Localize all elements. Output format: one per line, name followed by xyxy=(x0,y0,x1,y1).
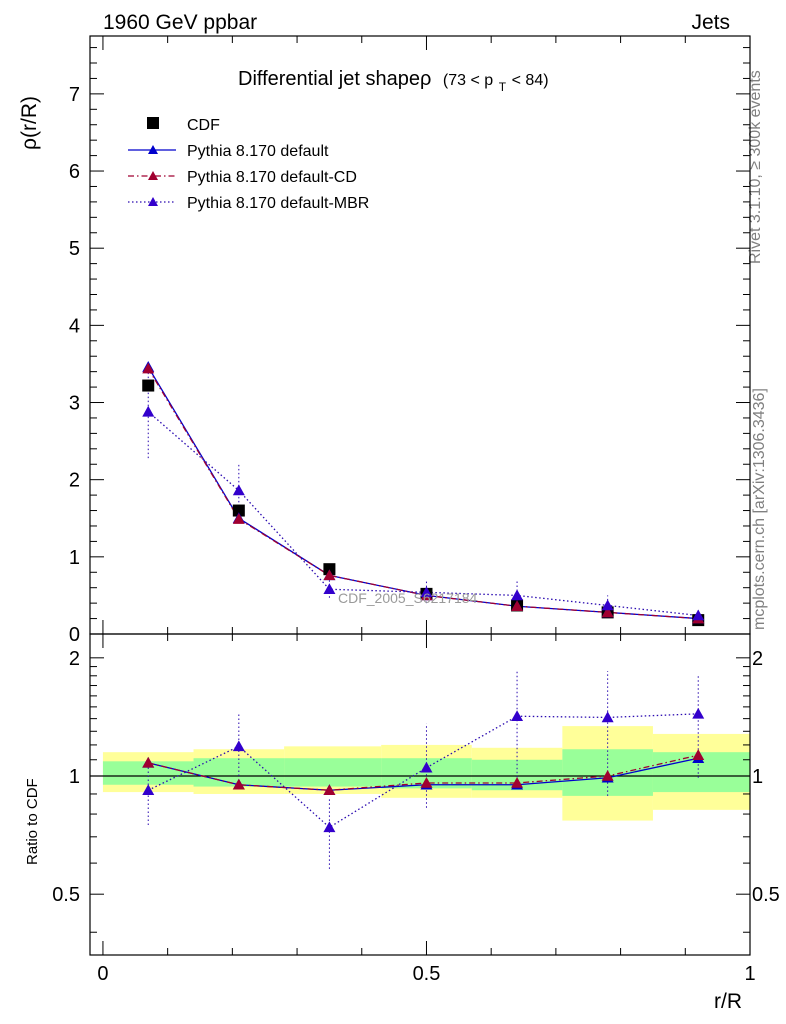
main-series-point xyxy=(142,362,155,374)
main-series-line xyxy=(147,368,699,620)
main-axis-ticks: 0 1 2 3 4 5 6 7 xyxy=(69,36,751,646)
main-y-tick-label: 3 xyxy=(69,393,80,415)
ratio-series-point xyxy=(511,776,524,788)
ratio-series-point xyxy=(692,749,705,760)
main-series-point xyxy=(323,583,336,595)
main-series-point xyxy=(142,405,155,417)
main-y-tick-label: 7 xyxy=(69,84,80,106)
ratio-y-axis-label: Ratio to CDF xyxy=(24,778,41,865)
ratio-panel-frame xyxy=(89,633,751,956)
ratio-series-point xyxy=(511,710,524,722)
rivet-version-label: Rivet 3.1.10, ≥ 300k events xyxy=(747,70,764,264)
process-label: Jets xyxy=(691,11,730,34)
main-y-tick-label: 0 xyxy=(69,624,80,646)
cdf-data-point xyxy=(323,563,336,576)
legend-label-default: Pythia 8.170 default xyxy=(187,143,329,160)
main-y-axis-label: ρ(r/R) xyxy=(18,96,41,150)
ratio-series-point xyxy=(420,761,433,773)
x-axis-label: r/R xyxy=(714,990,742,1013)
chart-title-main: Differential jet shapeρ xyxy=(238,68,431,90)
main-series-line xyxy=(147,366,699,620)
legend-label-cdf: CDF xyxy=(187,117,220,134)
main-panel: 0 1 2 3 4 5 6 7 Differential jet shapeρ (73 < p… xyxy=(18,35,751,646)
ratio-series-point xyxy=(692,707,705,719)
legend-label-cd: Pythia 8.170 default-CD xyxy=(187,169,357,186)
main-y-tick-label: 5 xyxy=(69,238,80,260)
main-series-point xyxy=(420,586,433,598)
ratio-y-tick-label-right: 2 xyxy=(752,648,763,670)
main-series-line xyxy=(147,411,699,617)
ratio-band-green xyxy=(284,758,382,787)
ratio-series-point xyxy=(323,821,336,833)
ratio-y-tick-label: 1 xyxy=(69,766,80,788)
chart-title-sub: T xyxy=(499,80,507,94)
ratio-panel: 0.5 0.5 1 1 2 2 0 0.5 1 Ratio to CDF r/R xyxy=(24,633,780,1013)
legend-marker-default xyxy=(148,145,158,154)
legend: CDF Pythia 8.170 default Pythia 8.170 de… xyxy=(128,117,369,212)
x-tick-label: 0 xyxy=(97,963,108,985)
chart-title-range: (73 < p xyxy=(443,72,493,89)
mcplots-label: mcplots.cern.ch [arXiv:1306.3436] xyxy=(751,388,768,630)
cdf-data-point xyxy=(142,379,155,392)
ratio-y-tick-label: 0.5 xyxy=(52,884,80,906)
main-series-point xyxy=(323,569,336,581)
ratio-plot-area xyxy=(142,670,705,869)
ratio-series-point xyxy=(232,778,245,790)
main-y-tick-label: 6 xyxy=(69,161,80,183)
energy-label: 1960 GeV ppbar xyxy=(103,11,257,34)
ratio-y-tick-label-right: 0.5 xyxy=(752,884,780,906)
ratio-series-point xyxy=(142,784,155,796)
ratio-y-tick-label: 2 xyxy=(69,648,80,670)
main-series-point xyxy=(692,609,705,621)
x-tick-label: 1 xyxy=(744,963,755,985)
ratio-series-point xyxy=(601,711,614,723)
main-y-tick-label: 4 xyxy=(69,315,80,337)
ratio-series-point xyxy=(142,756,155,768)
ratio-series-point xyxy=(601,770,614,781)
chart-title: Differential jet shapeρ (73 < p T < 84) xyxy=(238,68,549,96)
ratio-series-point xyxy=(420,776,433,788)
chart-title-range-end: < 84) xyxy=(512,72,549,89)
main-y-tick-label: 2 xyxy=(69,470,80,492)
main-plot-area xyxy=(142,361,705,627)
legend-label-mbr: Pythia 8.170 default-MBR xyxy=(187,195,369,212)
main-series-point xyxy=(511,589,524,601)
legend-marker-cd xyxy=(148,171,158,180)
ratio-series-point xyxy=(232,740,245,752)
main-y-tick-label: 1 xyxy=(69,547,80,569)
main-series-point xyxy=(601,606,614,618)
x-tick-label: 0.5 xyxy=(413,963,441,985)
main-series-point xyxy=(601,599,614,611)
cdf-data-point xyxy=(232,504,245,517)
main-series-point xyxy=(232,513,245,524)
ratio-y-tick-label-right: 1 xyxy=(752,766,763,788)
main-series-point xyxy=(232,484,245,496)
main-series-point xyxy=(511,600,524,612)
legend-marker-mbr xyxy=(148,197,158,206)
analysis-watermark: CDF_2005_S6217184 xyxy=(338,590,478,606)
legend-marker-cdf xyxy=(147,117,159,129)
ratio-series-point xyxy=(323,784,336,796)
ratio-axis-ticks: 0.5 0.5 1 1 2 2 0 0.5 1 xyxy=(52,634,780,985)
